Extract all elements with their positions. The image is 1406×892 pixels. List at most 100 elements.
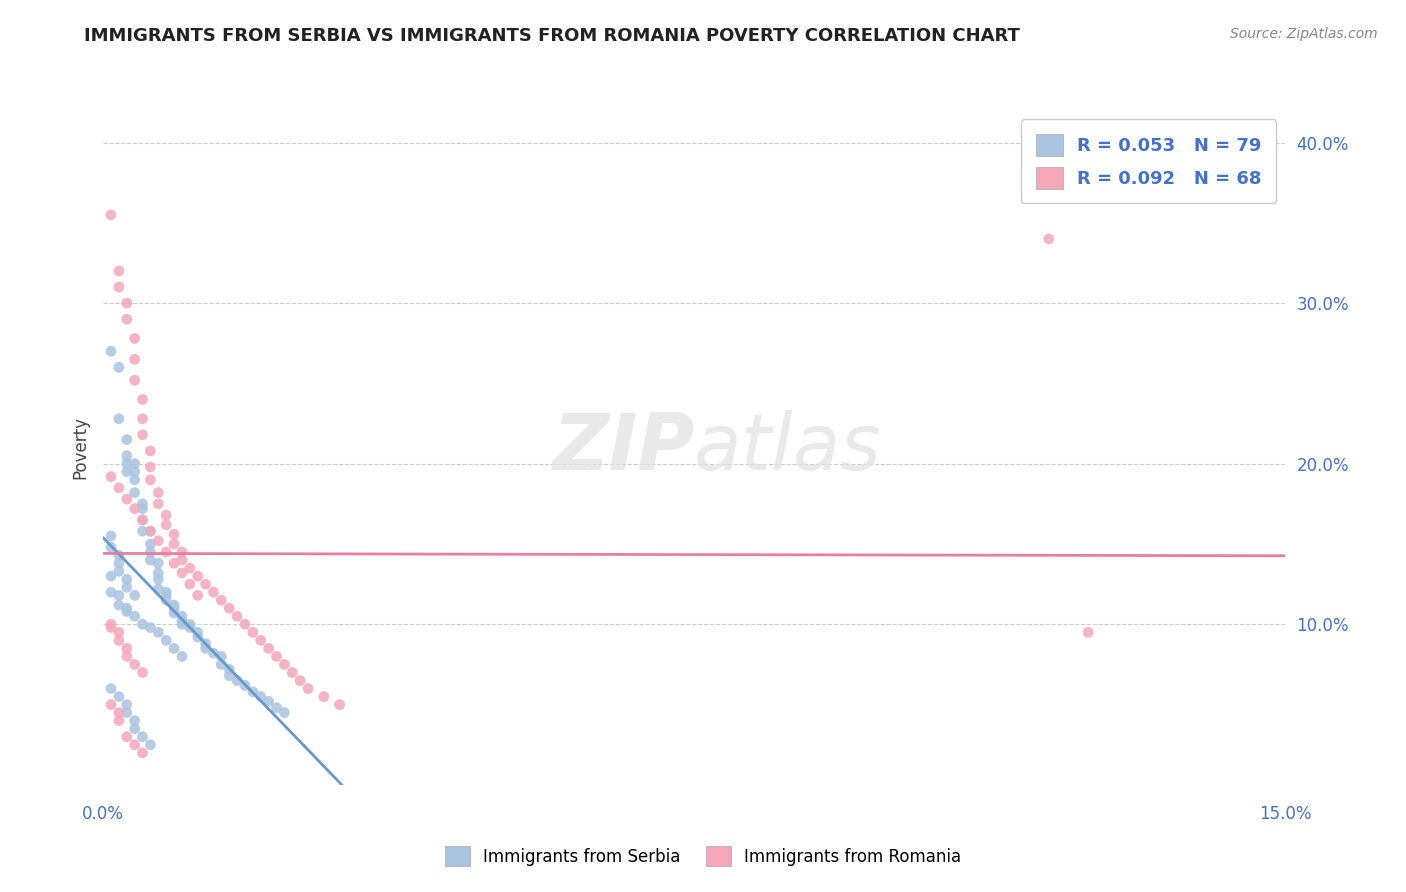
Point <box>139 620 162 634</box>
Point <box>100 208 122 222</box>
Point <box>249 633 271 648</box>
Point <box>100 569 122 583</box>
Point <box>139 459 162 474</box>
Point <box>139 738 162 752</box>
Point <box>233 617 256 632</box>
Point <box>108 714 131 728</box>
Point <box>155 588 177 602</box>
Point <box>218 662 240 676</box>
Point <box>202 585 225 599</box>
Point <box>124 609 146 624</box>
Text: IMMIGRANTS FROM SERBIA VS IMMIGRANTS FROM ROMANIA POVERTY CORRELATION CHART: IMMIGRANTS FROM SERBIA VS IMMIGRANTS FRO… <box>84 27 1021 45</box>
Point <box>170 609 193 624</box>
Point <box>163 556 186 570</box>
Point <box>124 473 146 487</box>
Point <box>124 373 146 387</box>
Point <box>1038 232 1060 246</box>
Point <box>108 548 131 562</box>
Point <box>131 392 153 407</box>
Point <box>226 609 249 624</box>
Point <box>131 497 153 511</box>
Point <box>148 566 170 580</box>
Point <box>148 533 170 548</box>
Point <box>108 556 131 570</box>
Point <box>131 513 153 527</box>
Point <box>242 625 264 640</box>
Text: 15.0%: 15.0% <box>1258 805 1312 823</box>
Point <box>108 633 131 648</box>
Point <box>131 746 153 760</box>
Point <box>115 730 138 744</box>
Point <box>273 706 295 720</box>
Point <box>124 657 146 672</box>
Point <box>115 649 138 664</box>
Point <box>100 681 122 696</box>
Point <box>170 614 193 628</box>
Point <box>115 604 138 618</box>
Point <box>187 588 209 602</box>
Point <box>187 569 209 583</box>
Point <box>100 617 122 632</box>
Point <box>124 501 146 516</box>
Point <box>139 443 162 458</box>
Point <box>139 545 162 559</box>
Point <box>179 577 201 591</box>
Point <box>226 673 249 688</box>
Point <box>163 641 186 656</box>
Point <box>108 564 131 578</box>
Y-axis label: Poverty: Poverty <box>72 417 89 479</box>
Point <box>266 700 288 714</box>
Point <box>194 577 217 591</box>
Point <box>131 501 153 516</box>
Point <box>131 665 153 680</box>
Point <box>124 465 146 479</box>
Point <box>155 593 177 607</box>
Point <box>100 698 122 712</box>
Point <box>194 636 217 650</box>
Point <box>170 617 193 632</box>
Point <box>209 657 232 672</box>
Point <box>194 641 217 656</box>
Point <box>179 620 201 634</box>
Point <box>108 481 131 495</box>
Point <box>115 491 138 506</box>
Point <box>124 714 146 728</box>
Point <box>163 601 186 615</box>
Point <box>115 433 138 447</box>
Point <box>179 561 201 575</box>
Point <box>233 678 256 692</box>
Legend: Immigrants from Serbia, Immigrants from Romania: Immigrants from Serbia, Immigrants from … <box>437 838 969 875</box>
Point <box>108 706 131 720</box>
Point <box>148 625 170 640</box>
Point <box>170 566 193 580</box>
Point <box>124 588 146 602</box>
Point <box>209 649 232 664</box>
Point <box>273 657 295 672</box>
Point <box>209 593 232 607</box>
Point <box>257 641 280 656</box>
Point <box>115 449 138 463</box>
Point <box>100 529 122 543</box>
Point <box>124 485 146 500</box>
Text: atlas: atlas <box>695 409 882 485</box>
Point <box>115 457 138 471</box>
Point <box>163 537 186 551</box>
Text: 0.0%: 0.0% <box>82 805 124 823</box>
Point <box>163 527 186 541</box>
Point <box>148 572 170 586</box>
Point <box>155 517 177 532</box>
Point <box>108 588 131 602</box>
Point <box>155 545 177 559</box>
Point <box>139 524 162 538</box>
Point <box>148 582 170 596</box>
Point <box>115 312 138 326</box>
Point <box>115 465 138 479</box>
Point <box>170 649 193 664</box>
Point <box>281 665 304 680</box>
Point <box>131 617 153 632</box>
Point <box>297 681 319 696</box>
Point <box>266 649 288 664</box>
Point <box>187 625 209 640</box>
Point <box>108 280 131 294</box>
Point <box>108 360 131 375</box>
